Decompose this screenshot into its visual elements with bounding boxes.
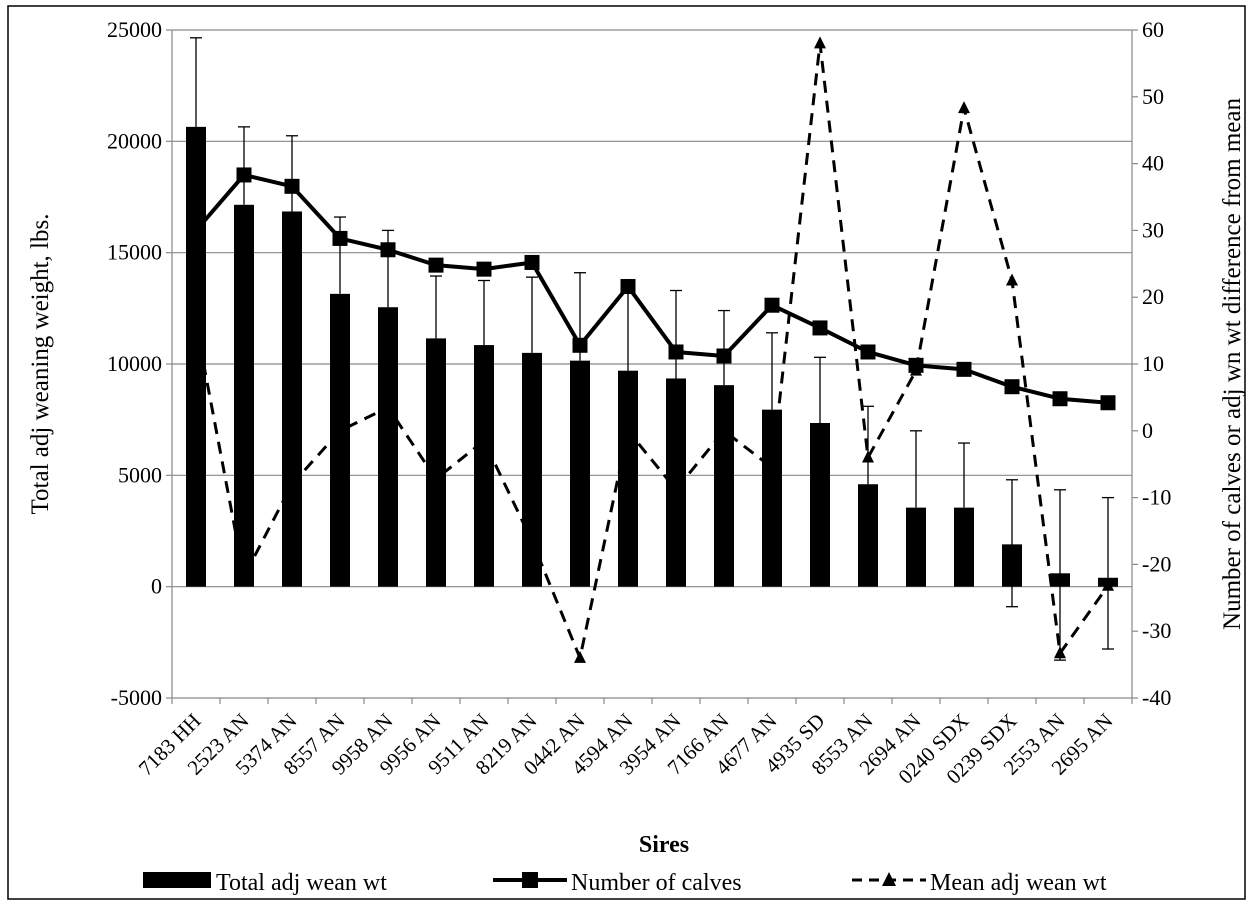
square-marker xyxy=(188,222,204,238)
bar xyxy=(330,293,350,587)
line-series xyxy=(188,36,1116,663)
square-marker xyxy=(380,242,396,258)
bar xyxy=(474,345,494,587)
left-tick-label: 20000 xyxy=(107,128,162,153)
legend-mean-adj-wean-wt: Mean adj wean wt xyxy=(930,870,1107,896)
bar xyxy=(906,507,926,587)
bar xyxy=(810,423,830,587)
square-marker xyxy=(284,178,300,194)
bar xyxy=(522,352,542,587)
triangle-marker xyxy=(334,423,346,436)
triangle-marker xyxy=(670,482,682,495)
square-marker xyxy=(716,348,732,364)
bar xyxy=(954,507,974,587)
x-axis-title: Sires xyxy=(639,832,689,858)
square-marker xyxy=(476,261,492,277)
left-tick-label: 25000 xyxy=(107,17,162,42)
right-tick-label: 0 xyxy=(1142,418,1153,443)
right-tick-label: -20 xyxy=(1142,551,1171,576)
bar xyxy=(858,484,878,587)
mean-adj-wean-wt-line xyxy=(194,43,1110,663)
left-tick-label: -5000 xyxy=(111,685,162,710)
triangle-marker xyxy=(958,101,970,114)
square-marker xyxy=(908,357,924,373)
square-marker xyxy=(428,257,444,273)
legend-total-adj-wean-wt: Total adj wean wt xyxy=(216,870,387,896)
left-axis-tick-labels: -5000 0 5000 10000 15000 20000 25000 xyxy=(107,17,162,710)
square-marker xyxy=(1052,391,1068,407)
right-tick-label: 40 xyxy=(1142,151,1164,176)
triangle-marker xyxy=(766,460,778,473)
triangle-marker xyxy=(862,450,874,463)
triangle-marker xyxy=(718,423,730,436)
square-marker xyxy=(956,361,972,377)
left-tick-label: 5000 xyxy=(118,462,162,487)
bar xyxy=(666,378,686,587)
right-tick-label: 20 xyxy=(1142,284,1164,309)
legend-square-marker xyxy=(522,872,538,888)
square-marker xyxy=(524,254,540,270)
right-axis-title: Number of calves or adj wn wt difference… xyxy=(1219,98,1246,630)
square-marker xyxy=(860,344,876,360)
left-axis-title: Total adj weaning weight, lbs. xyxy=(27,214,54,515)
triangle-marker xyxy=(574,650,586,663)
triangle-marker xyxy=(382,400,394,413)
triangle-marker xyxy=(1102,578,1114,591)
legend-number-of-calves: Number of calves xyxy=(571,870,742,896)
right-tick-label: -40 xyxy=(1142,685,1171,710)
legend-bar-swatch xyxy=(143,872,211,888)
triangle-marker xyxy=(478,433,490,446)
right-tick-label: 60 xyxy=(1142,17,1164,42)
square-marker xyxy=(332,230,348,246)
bar xyxy=(714,385,734,587)
bar xyxy=(378,307,398,587)
bar xyxy=(186,126,206,587)
triangle-marker xyxy=(526,534,538,547)
right-tick-label: 50 xyxy=(1142,84,1164,109)
square-marker xyxy=(572,337,588,353)
triangle-marker xyxy=(622,423,634,436)
bar xyxy=(282,211,302,587)
right-tick-label: -30 xyxy=(1142,618,1171,643)
left-tick-label: 0 xyxy=(151,574,162,599)
square-marker xyxy=(668,344,684,360)
right-tick-label: -10 xyxy=(1142,485,1171,510)
square-marker xyxy=(1004,379,1020,395)
triangle-marker xyxy=(814,36,826,49)
triangle-marker xyxy=(190,316,202,329)
triangle-marker xyxy=(238,569,250,582)
triangle-marker xyxy=(1054,646,1066,659)
square-marker xyxy=(764,297,780,313)
left-tick-label: 15000 xyxy=(107,240,162,265)
bar-series xyxy=(186,126,1118,587)
square-marker xyxy=(812,320,828,336)
bar xyxy=(618,370,638,587)
bar xyxy=(234,204,254,587)
square-marker xyxy=(620,279,636,295)
number-of-calves-line xyxy=(194,172,1109,405)
bar xyxy=(570,360,590,587)
legend-triangle-marker xyxy=(882,872,896,886)
square-marker xyxy=(1100,395,1116,411)
triangle-marker xyxy=(430,471,442,484)
square-marker xyxy=(236,167,252,183)
left-tick-label: 10000 xyxy=(107,351,162,376)
bar xyxy=(426,338,446,587)
right-tick-label: 10 xyxy=(1142,351,1164,376)
triangle-marker xyxy=(286,477,298,490)
right-tick-label: 30 xyxy=(1142,217,1164,242)
legend: Total adj wean wt Number of calves Mean … xyxy=(143,870,1107,896)
right-axis-tick-labels: -40 -30 -20 -10 0 10 20 30 40 50 60 xyxy=(1142,17,1171,710)
axes xyxy=(166,29,1138,704)
triangle-marker xyxy=(1006,273,1018,286)
bar xyxy=(762,409,782,587)
